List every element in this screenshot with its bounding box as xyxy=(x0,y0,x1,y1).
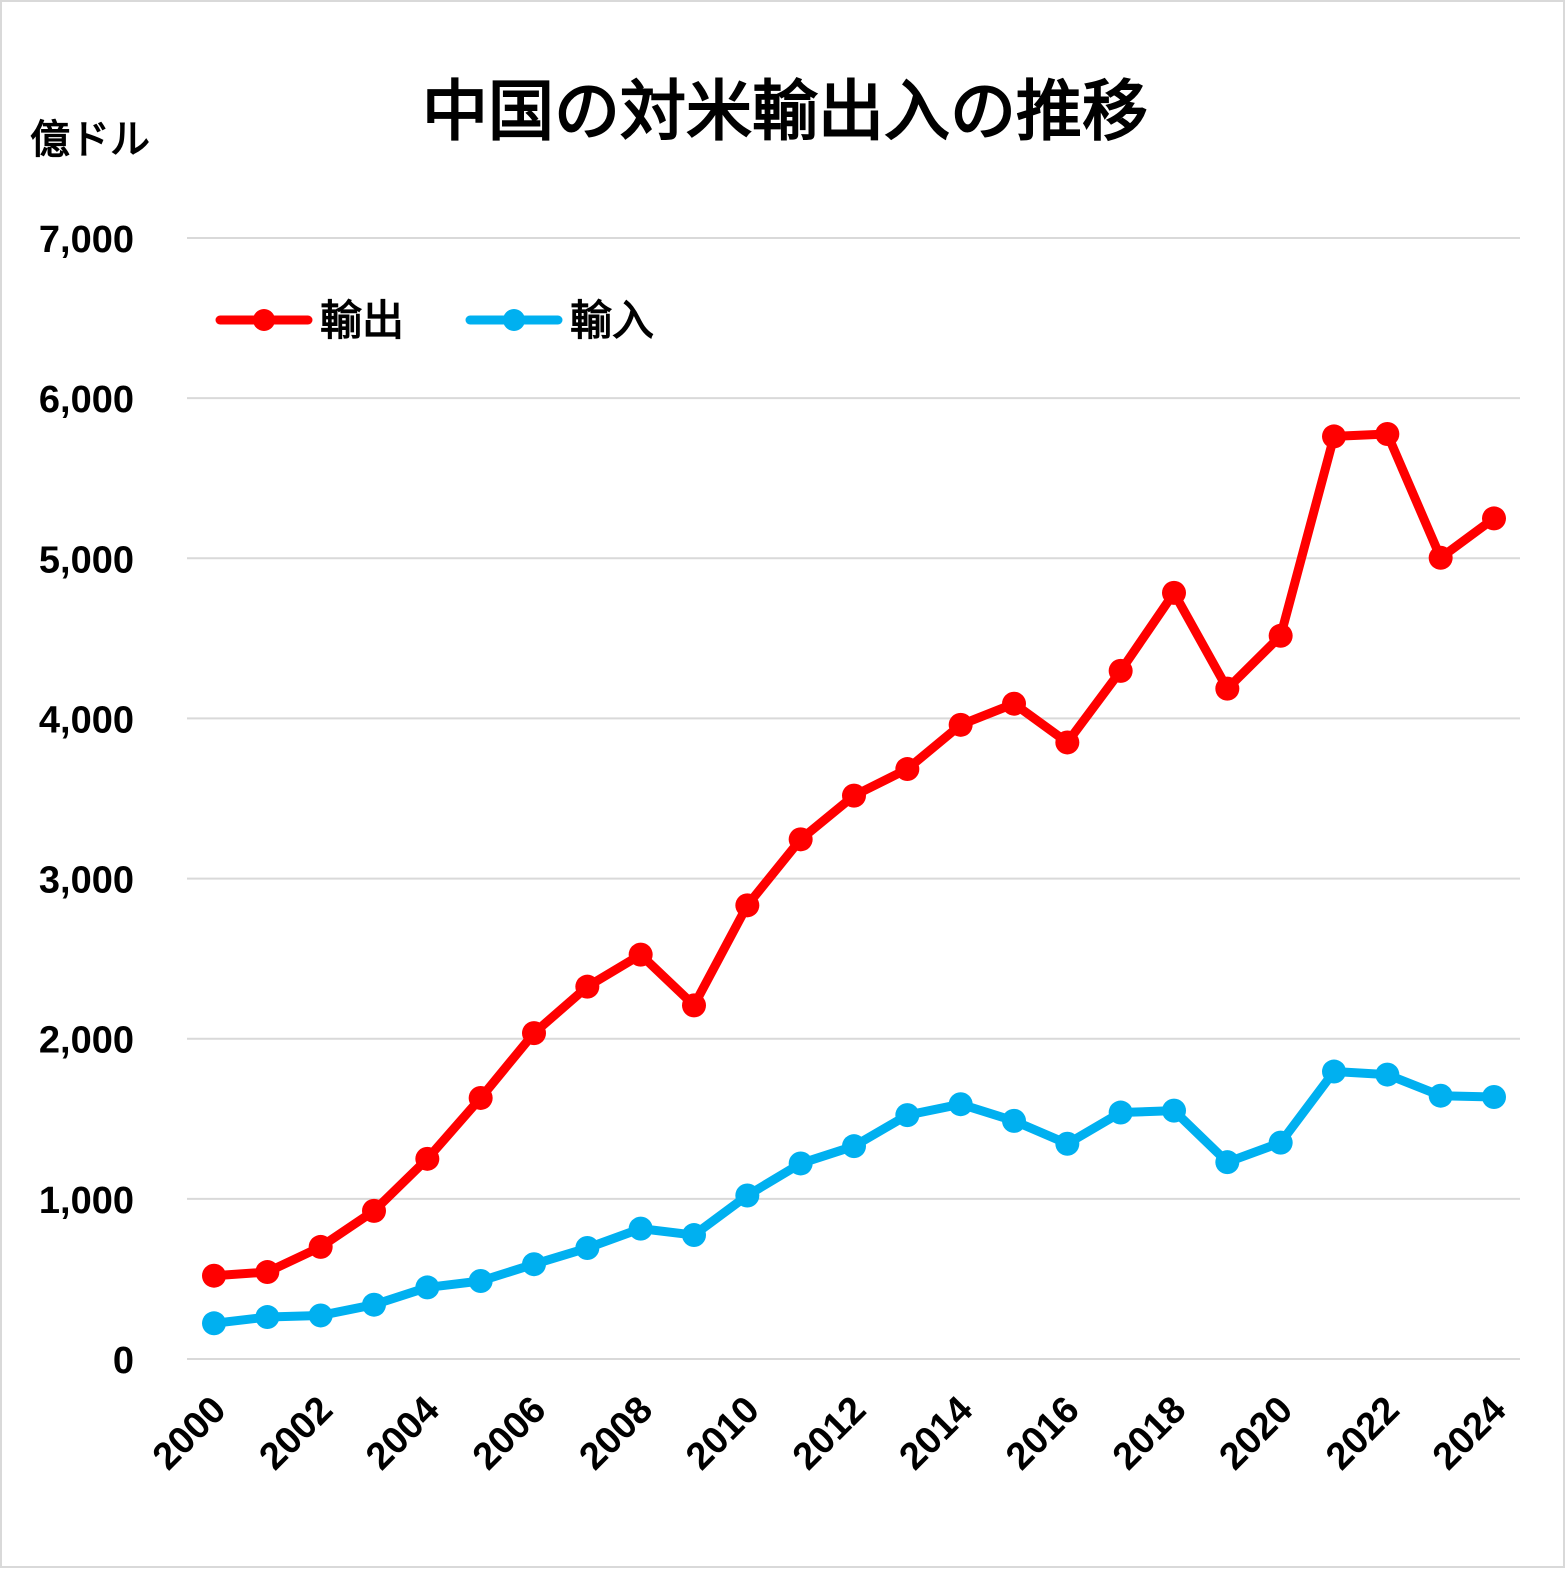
data-point-exports xyxy=(468,1085,493,1110)
y-tick-label: 4,000 xyxy=(39,699,134,741)
y-tick-label: 3,000 xyxy=(39,860,134,902)
data-point-imports xyxy=(948,1092,973,1117)
data-point-exports xyxy=(1108,658,1133,683)
data-point-exports xyxy=(255,1260,280,1285)
x-tick-label: 2024 xyxy=(1425,1389,1514,1478)
x-tick-label: 2020 xyxy=(1212,1389,1301,1478)
data-point-exports xyxy=(415,1146,440,1171)
data-point-exports xyxy=(842,783,866,808)
data-point-exports xyxy=(1482,506,1506,531)
x-tick-label: 2000 xyxy=(145,1389,234,1478)
data-point-exports xyxy=(1268,623,1293,648)
y-tick-label: 0 xyxy=(113,1340,134,1382)
data-point-imports xyxy=(468,1269,493,1294)
x-tick-label: 2018 xyxy=(1105,1389,1194,1478)
data-point-exports xyxy=(948,712,973,737)
data-point-exports xyxy=(522,1021,546,1046)
data-point-imports xyxy=(1002,1108,1026,1133)
y-tick-label: 7,000 xyxy=(39,219,134,261)
chart-title: 中国の対米輸出入の推移 xyxy=(422,73,1148,150)
gridlines xyxy=(187,237,1520,1360)
data-point-imports xyxy=(1322,1059,1346,1084)
y-axis-ticks: 0 1,000 2,000 3,000 4,000 5,000 6,000 7,000 xyxy=(39,219,134,1382)
data-point-exports xyxy=(788,827,813,852)
x-tick-label: 2004 xyxy=(358,1389,447,1478)
data-point-imports xyxy=(682,1223,706,1248)
data-point-imports xyxy=(202,1311,226,1336)
data-point-exports xyxy=(308,1234,333,1259)
y-axis-unit-label: 億ドル xyxy=(30,117,150,163)
data-point-imports xyxy=(1108,1100,1133,1125)
x-tick-label: 2012 xyxy=(785,1389,874,1478)
data-point-imports xyxy=(1268,1130,1293,1155)
data-point-exports xyxy=(1428,545,1453,570)
data-point-exports xyxy=(1322,424,1346,449)
x-tick-label: 2014 xyxy=(892,1389,981,1478)
data-point-exports xyxy=(1162,580,1186,605)
x-tick-label: 2010 xyxy=(678,1389,767,1478)
data-point-imports xyxy=(1428,1083,1453,1108)
data-point-imports xyxy=(362,1292,386,1317)
data-point-imports xyxy=(1375,1062,1400,1087)
data-point-exports xyxy=(628,942,653,967)
data-point-imports xyxy=(522,1252,546,1277)
data-point-imports xyxy=(1482,1085,1506,1110)
data-point-exports xyxy=(1002,691,1026,716)
data-point-imports xyxy=(1055,1131,1080,1156)
data-point-exports xyxy=(362,1198,386,1223)
y-tick-label: 1,000 xyxy=(39,1180,134,1222)
legend-label-imports: 輸入 xyxy=(570,296,654,345)
data-point-imports xyxy=(308,1303,333,1328)
data-point-imports xyxy=(1162,1098,1186,1123)
y-tick-label: 5,000 xyxy=(39,539,134,581)
data-point-exports xyxy=(735,893,760,918)
legend-label-exports: 輸出 xyxy=(320,296,404,345)
data-point-exports xyxy=(202,1263,226,1288)
x-tick-label: 2002 xyxy=(252,1389,341,1478)
x-tick-label: 2006 xyxy=(465,1389,554,1478)
x-tick-label: 2016 xyxy=(998,1389,1087,1478)
data-point-exports xyxy=(1055,730,1080,755)
data-point-exports xyxy=(682,993,706,1018)
y-tick-label: 6,000 xyxy=(39,379,134,421)
data-point-imports xyxy=(895,1103,920,1128)
data-point-exports xyxy=(575,974,600,999)
data-point-imports xyxy=(788,1151,813,1176)
data-point-exports xyxy=(1215,676,1240,701)
y-tick-label: 2,000 xyxy=(39,1020,134,1062)
series-lines xyxy=(202,422,1506,1336)
legend-marker-imports xyxy=(503,309,525,331)
data-point-imports xyxy=(735,1183,760,1208)
data-point-imports xyxy=(628,1216,653,1241)
data-point-exports xyxy=(895,757,920,782)
legend: 輸出 輸入 xyxy=(215,296,654,345)
x-tick-label: 2022 xyxy=(1318,1389,1407,1478)
series-line-imports xyxy=(209,1067,1499,1328)
data-point-imports xyxy=(575,1236,600,1261)
data-point-imports xyxy=(415,1275,440,1300)
data-point-imports xyxy=(1215,1150,1240,1175)
data-point-imports xyxy=(842,1134,866,1159)
x-axis-ticks: 2000 2002 2004 2006 2008 2010 2012 2014 2016 2018… xyxy=(145,1389,1514,1478)
legend-marker-exports xyxy=(253,309,275,331)
x-tick-label: 2008 xyxy=(572,1389,661,1478)
data-point-imports xyxy=(255,1305,280,1330)
data-point-exports xyxy=(1375,422,1400,447)
